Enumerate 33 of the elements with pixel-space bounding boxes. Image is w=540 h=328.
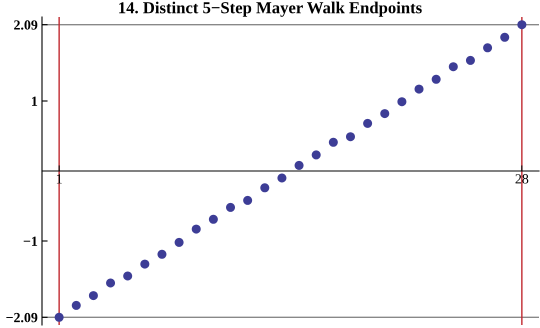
point xyxy=(174,238,184,247)
point xyxy=(294,160,304,170)
chart-title: 14. Distinct 5−Step Mayer Walk Endpoints xyxy=(119,2,422,17)
point xyxy=(380,109,390,118)
point xyxy=(346,132,355,142)
point xyxy=(312,150,321,160)
point xyxy=(414,84,424,94)
y-tick-label: −2.09 xyxy=(6,312,38,322)
point xyxy=(277,174,286,182)
y-tick-label: 2.09 xyxy=(14,20,38,30)
point xyxy=(106,278,116,288)
point xyxy=(517,20,526,30)
point xyxy=(54,312,64,322)
point xyxy=(243,196,252,205)
point xyxy=(123,272,132,280)
point xyxy=(88,291,98,300)
point xyxy=(157,250,166,259)
point xyxy=(483,43,492,52)
point xyxy=(226,202,236,212)
y-tick-label: −1 xyxy=(24,236,38,246)
point xyxy=(208,214,218,224)
point xyxy=(500,32,510,42)
point xyxy=(192,224,201,234)
point xyxy=(363,118,372,128)
point xyxy=(466,56,475,65)
y-tick-label: 1 xyxy=(32,96,38,106)
point xyxy=(397,97,406,106)
point xyxy=(72,300,81,310)
point xyxy=(432,74,441,84)
point xyxy=(448,62,458,72)
point xyxy=(260,183,270,192)
point xyxy=(140,260,150,269)
point xyxy=(328,138,338,147)
